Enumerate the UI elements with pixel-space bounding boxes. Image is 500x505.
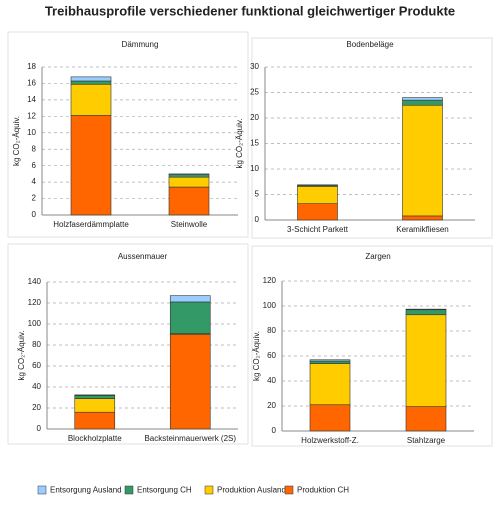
legend-label: Produktion CH bbox=[297, 486, 349, 495]
x-tick-label: Keramikfliesen bbox=[396, 225, 448, 234]
y-tick-label: 80 bbox=[267, 326, 276, 335]
bar-segment bbox=[70, 80, 112, 85]
legend-swatch bbox=[124, 485, 134, 495]
panel-border bbox=[251, 37, 493, 239]
bar-segment bbox=[169, 295, 211, 303]
chart-title: Aussenmauer bbox=[118, 252, 168, 261]
chart-title: Dämmung bbox=[122, 40, 159, 49]
bar-segment bbox=[309, 363, 351, 406]
bar-segment bbox=[74, 394, 116, 396]
y-tick-label: 16 bbox=[27, 79, 36, 88]
bar-segment bbox=[402, 215, 443, 221]
x-tick-label: Backsteinmauerwerk (2S) bbox=[144, 434, 236, 443]
y-tick-label: 40 bbox=[267, 376, 276, 385]
x-tick-label: Holzfaserdämmplatte bbox=[53, 220, 129, 229]
y-tick-label: 20 bbox=[32, 403, 41, 412]
bar-segment bbox=[405, 406, 447, 432]
y-axis-label: kg CO₂-Äquiv. bbox=[17, 330, 26, 380]
bar-segment bbox=[309, 404, 351, 432]
x-tick-label: Stahlzarge bbox=[407, 436, 446, 445]
x-tick-label: 3-Schicht Parkett bbox=[287, 225, 349, 234]
y-tick-label: 60 bbox=[32, 361, 41, 370]
bar-segment bbox=[168, 186, 210, 216]
y-axis-label: kg CO₂-Äquiv. bbox=[12, 116, 21, 166]
y-tick-label: 60 bbox=[267, 351, 276, 360]
y-tick-label: 6 bbox=[32, 161, 37, 170]
x-tick-label: Holzwerkstoff-Z. bbox=[301, 436, 359, 445]
y-tick-label: 10 bbox=[27, 128, 36, 137]
y-tick-label: 30 bbox=[250, 62, 259, 71]
y-tick-label: 80 bbox=[32, 340, 41, 349]
x-tick-label: Steinwolle bbox=[171, 220, 208, 229]
panel-border bbox=[7, 31, 249, 238]
bar-segment bbox=[70, 115, 112, 216]
y-tick-label: 0 bbox=[272, 426, 277, 435]
y-tick-label: 12 bbox=[27, 111, 36, 120]
y-tick-label: 100 bbox=[263, 301, 277, 310]
y-tick-label: 0 bbox=[37, 424, 42, 433]
bar-segment bbox=[70, 76, 112, 82]
y-tick-label: 8 bbox=[32, 144, 37, 153]
y-tick-label: 2 bbox=[32, 194, 37, 203]
bar-segment bbox=[297, 186, 338, 204]
bar-segment bbox=[297, 203, 338, 221]
legend-label: Entsorgung CH bbox=[137, 486, 192, 495]
y-tick-label: 120 bbox=[28, 298, 42, 307]
bar-segment bbox=[405, 309, 447, 316]
bar-segment bbox=[74, 395, 116, 399]
legend-swatch bbox=[284, 485, 294, 495]
y-tick-label: 10 bbox=[250, 164, 259, 173]
panel-border bbox=[7, 243, 249, 445]
bar-segment bbox=[405, 314, 447, 407]
chart-title: Zargen bbox=[365, 252, 390, 261]
bar-segment bbox=[402, 97, 443, 101]
bar-segment bbox=[297, 184, 338, 186]
y-tick-label: 14 bbox=[27, 95, 36, 104]
bar-segment bbox=[74, 398, 116, 413]
bar-segment bbox=[402, 104, 443, 217]
bar-segment bbox=[169, 301, 211, 334]
bar-segment bbox=[169, 334, 211, 430]
y-tick-label: 25 bbox=[250, 88, 259, 97]
y-tick-label: 20 bbox=[250, 113, 259, 122]
y-tick-label: 40 bbox=[32, 382, 41, 391]
y-tick-label: 100 bbox=[28, 319, 42, 328]
y-tick-label: 0 bbox=[32, 210, 37, 219]
y-tick-label: 20 bbox=[267, 401, 276, 410]
bar-segment bbox=[309, 359, 351, 362]
bar-segment bbox=[168, 173, 210, 176]
bar-segment bbox=[402, 99, 443, 106]
y-tick-label: 140 bbox=[28, 277, 42, 286]
chart-title: Bodenbeläge bbox=[346, 40, 394, 49]
y-tick-label: 0 bbox=[255, 215, 260, 224]
y-tick-label: 4 bbox=[32, 177, 37, 186]
panel-border bbox=[251, 245, 493, 447]
legend-swatch bbox=[204, 485, 214, 495]
bar-segment bbox=[168, 174, 210, 178]
bar-segment bbox=[74, 411, 116, 430]
bar-segment bbox=[70, 83, 112, 116]
legend-swatch bbox=[37, 485, 47, 495]
y-axis-label: kg CO₂-Äquiv. bbox=[235, 118, 244, 168]
y-tick-label: 15 bbox=[250, 139, 259, 148]
page-title: Treibhausprofile verschiedener funktiona… bbox=[45, 3, 455, 18]
bar-segment bbox=[405, 308, 447, 311]
legend-label: Produktion Ausland bbox=[217, 486, 286, 495]
legend-label: Entsorgung Ausland bbox=[50, 486, 122, 495]
y-tick-label: 5 bbox=[255, 190, 260, 199]
x-tick-label: Blockholzplatte bbox=[68, 434, 122, 443]
bar-segment bbox=[309, 360, 351, 364]
y-tick-label: 18 bbox=[27, 62, 36, 71]
y-tick-label: 120 bbox=[263, 276, 277, 285]
y-axis-label: kg CO₂-Äquiv. bbox=[252, 331, 261, 381]
bar-segment bbox=[168, 176, 210, 188]
